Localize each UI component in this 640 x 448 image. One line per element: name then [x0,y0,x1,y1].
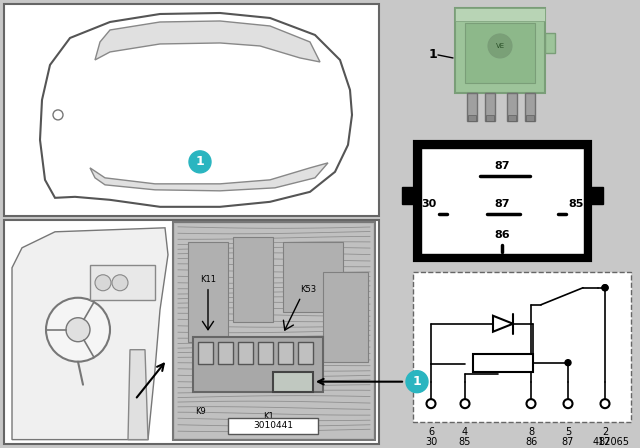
Polygon shape [128,350,148,439]
Bar [485,93,495,121]
Bar [507,93,517,121]
Circle shape [95,275,111,291]
Text: K1: K1 [262,412,273,421]
Text: K11: K11 [200,275,216,284]
Bar [193,337,323,392]
Text: 87: 87 [562,437,574,447]
Circle shape [46,298,110,362]
Text: 3010441: 3010441 [253,421,293,430]
Polygon shape [493,316,513,332]
Bar [486,115,494,121]
Text: 1: 1 [413,375,421,388]
Bar [526,115,534,121]
Polygon shape [323,272,368,362]
Text: 2: 2 [602,426,608,437]
Text: 86: 86 [494,230,510,240]
Polygon shape [455,8,545,21]
Bar [465,23,535,83]
Circle shape [600,399,609,408]
Bar [218,342,233,364]
Circle shape [461,399,470,408]
Text: 86: 86 [525,437,537,447]
Circle shape [406,370,428,392]
Text: 87: 87 [494,161,509,171]
Bar [198,342,213,364]
Circle shape [112,275,128,291]
Polygon shape [40,13,352,207]
Text: 30: 30 [425,437,437,447]
Bar [468,115,476,121]
Circle shape [426,399,435,408]
Bar [473,354,533,372]
Text: 1: 1 [428,48,437,61]
Polygon shape [95,21,320,62]
Bar [173,222,375,439]
Circle shape [66,318,90,342]
Bar [525,93,535,121]
Text: 412065: 412065 [593,437,630,447]
Circle shape [602,285,608,291]
Text: 87: 87 [599,437,611,447]
Text: 5: 5 [565,426,571,437]
Circle shape [189,151,211,173]
Polygon shape [233,237,273,322]
Bar [455,8,545,93]
Bar [298,342,313,364]
Text: 1: 1 [196,155,204,168]
Bar [278,342,293,364]
Polygon shape [283,242,343,312]
Polygon shape [545,33,555,53]
Text: 6: 6 [428,426,434,437]
Text: K53: K53 [300,285,316,294]
Polygon shape [12,228,168,439]
Text: K9: K9 [196,407,206,416]
Bar [258,342,273,364]
Text: 30: 30 [422,199,437,209]
Bar [508,115,516,121]
Bar [467,93,477,121]
Polygon shape [590,187,603,204]
Text: 4: 4 [462,426,468,437]
Polygon shape [402,187,415,204]
Polygon shape [90,163,328,191]
Text: 8: 8 [528,426,534,437]
Circle shape [527,399,536,408]
Circle shape [563,399,573,408]
Circle shape [602,285,608,291]
Bar [4,4,379,216]
Text: VE: VE [495,43,504,49]
Bar [421,148,584,254]
Bar [90,265,155,300]
Bar [273,372,313,392]
Bar [413,272,631,422]
Text: 85: 85 [459,437,471,447]
Circle shape [53,110,63,120]
Circle shape [565,360,571,366]
Bar [175,224,373,438]
Text: 87: 87 [494,199,509,209]
Bar [228,418,318,434]
Text: 85: 85 [568,199,584,209]
Bar [238,342,253,364]
Circle shape [488,34,512,58]
Polygon shape [188,242,228,342]
Bar [4,220,379,444]
Bar [415,142,590,260]
